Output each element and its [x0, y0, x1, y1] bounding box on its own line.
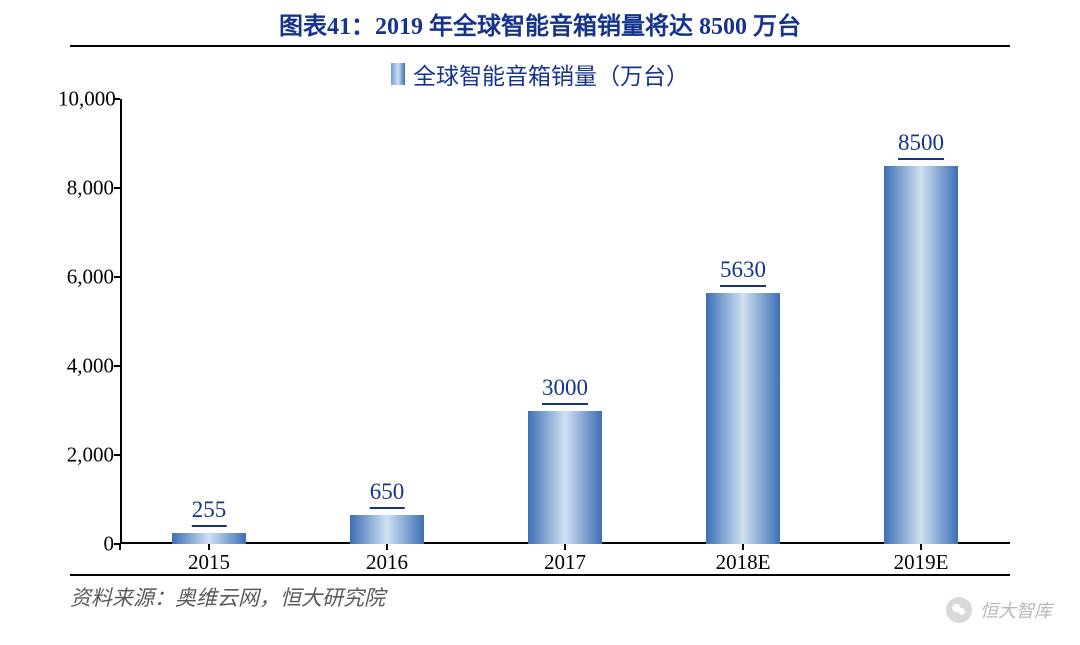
- x-tick-label: 2017: [544, 550, 586, 575]
- bar-value-label: 650: [370, 479, 405, 509]
- y-tick-mark: [114, 454, 120, 456]
- bar-value-label: 8500: [898, 130, 944, 160]
- y-tick-mark: [114, 276, 120, 278]
- bar-slot: 3000: [528, 99, 602, 544]
- y-tick-mark: [114, 187, 120, 189]
- legend-label: 全球智能音箱销量（万台）: [413, 57, 689, 91]
- bar: [706, 293, 780, 544]
- bar-value-label: 5630: [720, 257, 766, 287]
- bars-group: 255 650 3000 5630 8500: [120, 99, 1010, 544]
- y-tick-label: 6,000: [58, 265, 114, 290]
- x-tick-label: 2018E: [716, 550, 771, 575]
- y-tick-mark: [114, 365, 120, 367]
- x-tick-mark: [564, 544, 566, 550]
- wechat-icon: [946, 597, 972, 623]
- chart-title: 图表41：2019 年全球智能音箱销量将达 8500 万台: [0, 0, 1080, 41]
- y-tick-label: 8,000: [58, 176, 114, 201]
- x-tick-mark: [742, 544, 744, 550]
- watermark-text: 恒大智库: [980, 597, 1052, 623]
- y-tick-label: 4,000: [58, 354, 114, 379]
- x-tick-label: 2015: [188, 550, 230, 575]
- legend: 全球智能音箱销量（万台）: [0, 57, 1080, 91]
- y-tick-label: 10,000: [58, 87, 114, 112]
- x-tick-label: 2019E: [894, 550, 949, 575]
- rule-top: [70, 45, 1010, 47]
- chart-container: 图表41：2019 年全球智能音箱销量将达 8500 万台 全球智能音箱销量（万…: [0, 0, 1080, 645]
- bar-slot: 5630: [706, 99, 780, 544]
- bar-slot: 650: [350, 99, 424, 544]
- bar: [528, 411, 602, 545]
- x-axis: 2015 2016 2017 2018E 2019E: [120, 544, 1010, 574]
- bar-value-label: 3000: [542, 375, 588, 405]
- bar: [884, 166, 958, 544]
- y-axis: 02,0004,0006,0008,00010,000: [64, 99, 120, 544]
- x-tick-mark: [208, 544, 210, 550]
- source-text: 资料来源：奥维云网，恒大研究院: [70, 582, 1010, 612]
- y-tick-label: 2,000: [58, 443, 114, 468]
- x-tick-mark: [386, 544, 388, 550]
- plot-area: 02,0004,0006,0008,00010,000 255650300056…: [120, 99, 1010, 544]
- y-tick-label: 0: [58, 532, 114, 557]
- bar-slot: 8500: [884, 99, 958, 544]
- x-tick-mark: [920, 544, 922, 550]
- bar: [172, 533, 246, 544]
- bar-slot: 255: [172, 99, 246, 544]
- legend-swatch: [391, 63, 405, 85]
- x-tick-mark: [119, 544, 121, 550]
- bar-value-label: 255: [192, 497, 227, 527]
- bar: [350, 515, 424, 544]
- y-tick-mark: [114, 98, 120, 100]
- watermark: 恒大智库: [946, 597, 1052, 623]
- x-tick-label: 2016: [366, 550, 408, 575]
